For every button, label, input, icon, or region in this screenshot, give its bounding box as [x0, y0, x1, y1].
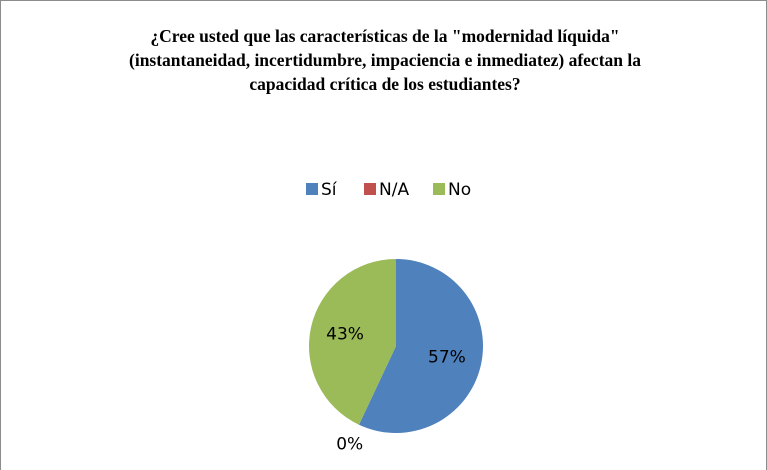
pie-slice [358, 259, 484, 433]
legend-swatch [433, 183, 445, 195]
legend-swatch [306, 183, 318, 195]
legend-label: N/A [379, 180, 409, 200]
data-label: 57% [428, 347, 466, 367]
legend-label: No [448, 180, 471, 200]
chart-title: ¿Cree usted que las características de l… [129, 26, 641, 94]
legend-label: Sí [321, 180, 338, 200]
pie-slice [309, 259, 396, 425]
pie-slice [358, 346, 396, 425]
data-label: 43% [326, 325, 364, 345]
data-label: 0% [336, 434, 363, 454]
legend-swatch [364, 183, 376, 195]
